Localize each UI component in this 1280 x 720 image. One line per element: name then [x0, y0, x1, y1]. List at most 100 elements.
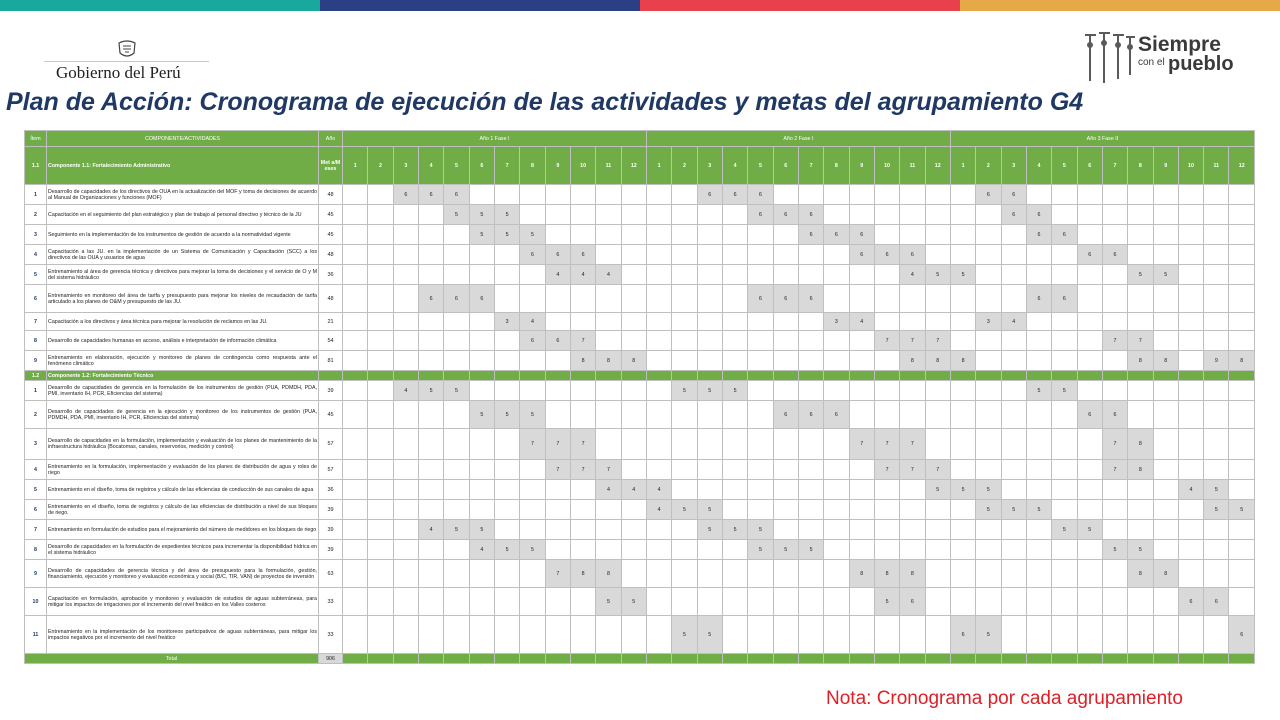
schedule-cell	[1177, 184, 1205, 205]
total-month	[899, 653, 926, 664]
schedule-cell	[443, 559, 470, 588]
schedule-cell	[1076, 264, 1103, 285]
schedule-cell	[417, 479, 445, 500]
activity-meta: 36	[318, 479, 343, 500]
schedule-cell	[772, 350, 799, 371]
schedule-cell	[848, 519, 875, 540]
schedule-cell	[949, 184, 977, 205]
schedule-cell	[468, 184, 495, 205]
schedule-cell: 6	[1025, 204, 1053, 225]
total-month	[468, 653, 495, 664]
schedule-cell: 5	[443, 204, 470, 225]
schedule-cell	[772, 499, 799, 520]
schedule-cell	[721, 224, 749, 245]
component-month	[519, 370, 546, 381]
schedule-cell	[645, 587, 673, 616]
component-month	[1025, 370, 1053, 381]
activity-meta: 45	[318, 204, 343, 225]
schedule-cell: 4	[848, 312, 875, 331]
schedule-cell	[747, 428, 774, 460]
schedule-cell	[1101, 615, 1129, 654]
activity-meta: 48	[318, 244, 343, 265]
activity-item: 2	[24, 204, 47, 225]
schedule-cell	[1127, 587, 1154, 616]
header-month: 2	[975, 146, 1002, 185]
schedule-cell	[873, 615, 901, 654]
schedule-cell	[1203, 459, 1230, 480]
schedule-cell	[1177, 312, 1205, 331]
footnote: Nota: Cronograma por cada agrupamiento	[826, 688, 1183, 709]
schedule-cell: 7	[899, 428, 926, 460]
schedule-cell	[1101, 284, 1129, 313]
header-month: 11	[595, 146, 622, 185]
schedule-cell: 5	[493, 539, 521, 560]
schedule-cell	[1051, 615, 1078, 654]
schedule-cell	[341, 204, 369, 225]
schedule-cell	[696, 479, 723, 500]
schedule-cell	[949, 428, 977, 460]
schedule-cell	[1025, 330, 1053, 351]
schedule-cell: 6	[772, 204, 799, 225]
slogan-line1: Siempre	[1138, 33, 1221, 56]
schedule-cell	[848, 587, 875, 616]
schedule-cell	[443, 330, 470, 351]
schedule-cell	[848, 284, 875, 313]
component-month	[544, 370, 571, 381]
schedule-cell	[1228, 264, 1255, 285]
schedule-cell	[1127, 244, 1154, 265]
header-month: 2	[671, 146, 698, 185]
schedule-cell	[797, 312, 825, 331]
schedule-cell	[1152, 204, 1179, 225]
siempre-figures-icon	[1085, 32, 1135, 83]
schedule-cell: 5	[468, 204, 495, 225]
schedule-cell: 6	[544, 330, 571, 351]
schedule-cell	[696, 459, 723, 480]
schedule-cell	[569, 224, 597, 245]
schedule-cell	[873, 264, 901, 285]
activity-meta: 45	[318, 400, 343, 429]
schedule-cell: 5	[747, 539, 774, 560]
total-month	[620, 653, 647, 664]
schedule-cell	[873, 479, 901, 500]
schedule-cell	[392, 615, 419, 654]
schedule-cell	[493, 380, 521, 401]
siempre-logo: Siempre con el pueblo	[1082, 29, 1252, 89]
schedule-cell	[924, 428, 951, 460]
schedule-cell: 4	[1000, 312, 1027, 331]
schedule-cell	[1051, 479, 1078, 500]
activity-item: 1	[24, 184, 47, 205]
activity-item: 11	[24, 615, 47, 654]
schedule-cell	[772, 587, 799, 616]
schedule-cell	[671, 312, 698, 331]
schedule-cell	[899, 519, 926, 540]
schedule-cell	[367, 204, 394, 225]
schedule-cell: 6	[1000, 204, 1027, 225]
schedule-cell	[392, 312, 419, 331]
schedule-cell	[620, 330, 647, 351]
schedule-cell	[595, 204, 622, 225]
schedule-cell: 6	[443, 184, 470, 205]
schedule-cell	[747, 244, 774, 265]
schedule-cell	[1228, 559, 1255, 588]
schedule-cell	[443, 499, 470, 520]
schedule-cell: 6	[417, 284, 445, 313]
activity-item: 8	[24, 330, 47, 351]
schedule-cell	[899, 204, 926, 225]
schedule-cell	[493, 350, 521, 371]
schedule-cell	[924, 559, 951, 588]
schedule-cell	[569, 479, 597, 500]
schedule-cell	[1076, 350, 1103, 371]
schedule-cell	[443, 428, 470, 460]
component-title: Componente 1.2: Fortalecimiento Técnico	[46, 370, 319, 381]
schedule-cell	[1152, 244, 1179, 265]
schedule-cell	[417, 459, 445, 480]
schedule-cell	[493, 264, 521, 285]
schedule-cell: 5	[620, 587, 647, 616]
schedule-cell	[595, 380, 622, 401]
schedule-cell: 5	[1127, 264, 1154, 285]
schedule-cell: 5	[1228, 499, 1255, 520]
schedule-cell: 5	[493, 204, 521, 225]
schedule-cell	[392, 224, 419, 245]
schedule-cell	[645, 539, 673, 560]
schedule-cell	[1076, 539, 1103, 560]
